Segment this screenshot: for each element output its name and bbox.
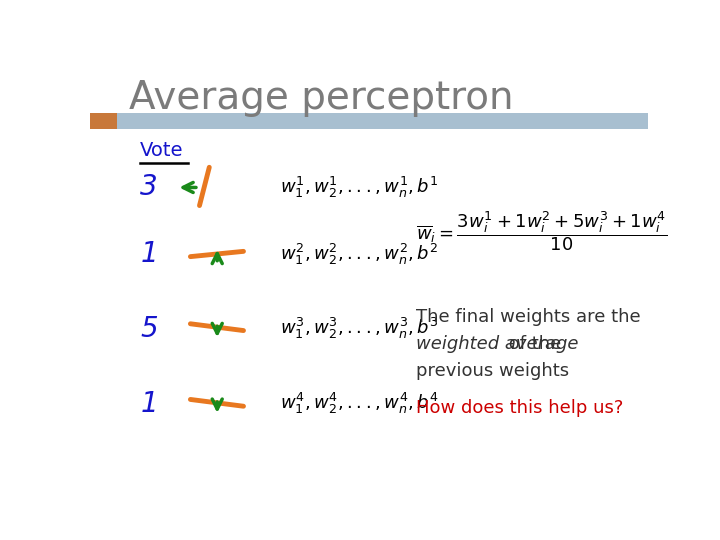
- Text: 1: 1: [140, 240, 158, 268]
- Text: weighted average: weighted average: [416, 335, 579, 353]
- Text: $\overline{w}_i = \dfrac{3w_i^1+1w_i^2+5w_i^3+1w_i^4}{10}$: $\overline{w}_i = \dfrac{3w_i^1+1w_i^2+5…: [416, 209, 667, 253]
- Text: 3: 3: [140, 173, 158, 201]
- Text: Vote: Vote: [140, 140, 184, 159]
- Bar: [90, 113, 648, 129]
- Text: $w_1^2, w_2^2,...,w_n^2, b^2$: $w_1^2, w_2^2,...,w_n^2, b^2$: [280, 241, 438, 267]
- Text: Average perceptron: Average perceptron: [129, 79, 513, 117]
- Text: of the: of the: [503, 335, 561, 353]
- Text: The final weights are the: The final weights are the: [416, 308, 641, 326]
- Text: $w_1^3, w_2^3,...,w_n^3, b^3$: $w_1^3, w_2^3,...,w_n^3, b^3$: [280, 316, 438, 341]
- Text: 1: 1: [140, 390, 158, 417]
- Text: $w_1^1, w_2^1,...,w_n^1, b^1$: $w_1^1, w_2^1,...,w_n^1, b^1$: [280, 175, 438, 200]
- Text: 5: 5: [140, 315, 158, 343]
- Text: previous weights: previous weights: [416, 362, 570, 380]
- Text: How does this help us?: How does this help us?: [416, 399, 624, 417]
- Text: $w_1^4, w_2^4,...,w_n^4, b^4$: $w_1^4, w_2^4,...,w_n^4, b^4$: [280, 391, 438, 416]
- Bar: [90, 113, 117, 129]
